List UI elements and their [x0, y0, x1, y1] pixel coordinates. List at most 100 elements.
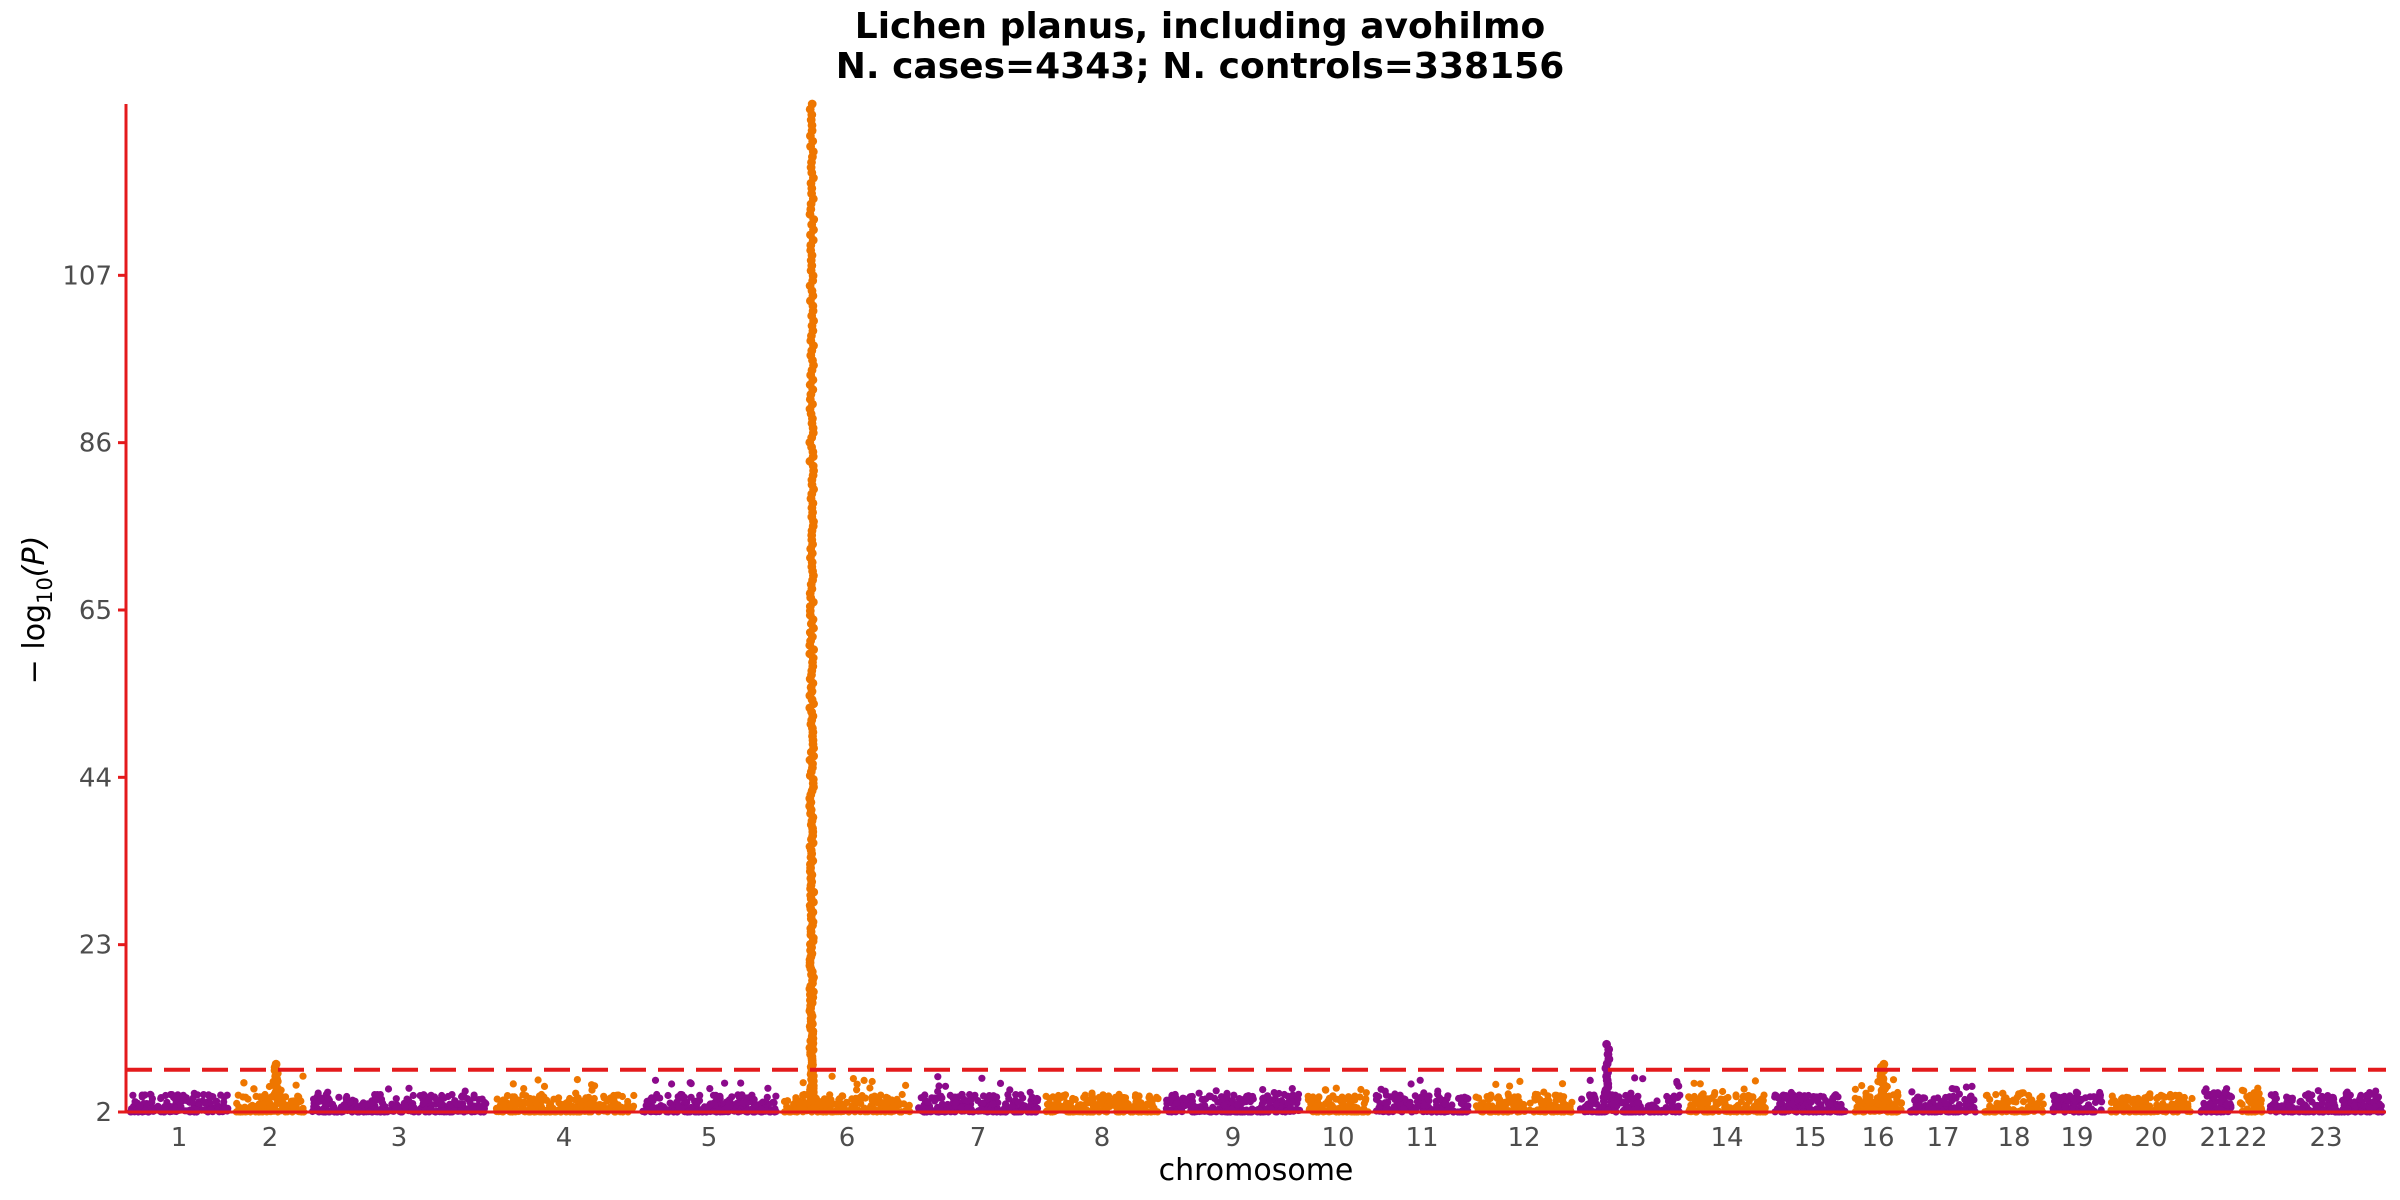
snp-point [2254, 1084, 2262, 1092]
snp-point [1999, 1089, 2007, 1097]
snp-point [1670, 1094, 1678, 1102]
x-tick-label: 1 [171, 1123, 188, 1153]
snp-point [588, 1086, 596, 1094]
snp-point [721, 1079, 729, 1087]
snp-point [1083, 1099, 1091, 1107]
snp-point [2308, 1098, 2316, 1106]
snp-point [1416, 1076, 1424, 1084]
snp-point [1516, 1077, 1524, 1085]
snp-point [1026, 1088, 1034, 1096]
snp-point [221, 1104, 229, 1112]
snp-point [856, 1093, 864, 1101]
snp-point [335, 1093, 343, 1101]
snp-point [1578, 1095, 1586, 1103]
snp-point [1097, 1095, 1105, 1103]
snp-point [1717, 1095, 1725, 1103]
snp-point [2257, 1100, 2265, 1108]
snp-point [1289, 1091, 1297, 1099]
snp-point [707, 1100, 716, 1108]
y-tick-label: 44 [79, 763, 112, 793]
snp-point [190, 1089, 198, 1097]
x-tick-label: 15 [1793, 1123, 1826, 1153]
snp-point [2025, 1091, 2033, 1100]
snp-point [1006, 1086, 1014, 1094]
snp-point [534, 1076, 542, 1084]
snp-point [1506, 1082, 1514, 1090]
snp-point [2159, 1092, 2167, 1100]
snp-point [1105, 1103, 1113, 1111]
snp-point [680, 1093, 689, 1101]
snp-point [155, 1103, 163, 1111]
snp-point [1464, 1102, 1472, 1110]
snp-point [1344, 1102, 1352, 1110]
snp-point [1150, 1104, 1158, 1112]
snp-point [201, 1099, 209, 1107]
snp-point [1173, 1099, 1181, 1107]
snp-point [519, 1091, 527, 1099]
snp-point [1897, 1099, 1905, 1108]
x-tick-label: 5 [701, 1123, 718, 1153]
chromosome-6-points [780, 99, 914, 1116]
snp-point [1635, 1099, 1643, 1107]
snp-point [1879, 1101, 1887, 1109]
snp-point [257, 1093, 265, 1102]
snp-point [1892, 1099, 1900, 1107]
snp-point [295, 1098, 303, 1106]
snp-point [898, 1090, 906, 1099]
snp-point [935, 1082, 943, 1090]
snp-point [1627, 1089, 1635, 1097]
snp-point [1362, 1089, 1370, 1097]
snp-point [469, 1104, 477, 1112]
snp-point [2096, 1088, 2104, 1097]
snp-point [934, 1073, 942, 1081]
x-tick-label: 19 [2060, 1123, 2093, 1153]
snp-point [860, 1076, 868, 1084]
snp-point [1484, 1093, 1492, 1101]
snp-point [2117, 1102, 2125, 1110]
snp-point [1102, 1093, 1110, 1101]
snp-point [1951, 1085, 1959, 1093]
snp-point [520, 1085, 528, 1093]
snp-point [2132, 1104, 2141, 1112]
snp-point [268, 1103, 276, 1111]
snp-point [2074, 1089, 2082, 1097]
snp-point [1797, 1095, 1805, 1103]
snp-point [1935, 1101, 1943, 1109]
snp-point [1788, 1100, 1796, 1108]
snp-point [871, 1092, 879, 1100]
snp-point [2267, 1091, 2275, 1099]
snp-point [1664, 1097, 1673, 1105]
chromosome-5-points [639, 1076, 780, 1116]
snp-point [1088, 1089, 1096, 1097]
snp-point [958, 1090, 966, 1099]
snp-point [289, 1097, 297, 1105]
snp-point [2188, 1094, 2196, 1103]
snp-point [1094, 1100, 1102, 1108]
x-tick-label: 14 [1710, 1123, 1743, 1153]
snp-point [146, 1090, 154, 1098]
snp-point [1273, 1100, 1281, 1108]
snp-point [1789, 1093, 1797, 1102]
x-tick-label: 8 [1094, 1123, 1111, 1153]
snp-point [2202, 1085, 2210, 1093]
snp-point [1746, 1092, 1754, 1100]
snp-point [1134, 1096, 1142, 1104]
snp-point [2173, 1092, 2181, 1100]
snp-point [2218, 1095, 2226, 1103]
snp-point [217, 1091, 225, 1099]
snp-point [2122, 1093, 2130, 1101]
snp-point [1706, 1095, 1714, 1103]
snp-point [510, 1093, 518, 1101]
snp-point [978, 1074, 986, 1082]
snp-point [882, 1103, 890, 1111]
snp-point [770, 1099, 778, 1107]
x-tick-label: 11 [1405, 1123, 1438, 1153]
snp-point [420, 1099, 428, 1107]
snp-point [1394, 1095, 1402, 1103]
snp-point [877, 1091, 885, 1099]
snp-point [168, 1091, 176, 1099]
snp-point [2130, 1095, 2138, 1103]
snp-point [618, 1104, 627, 1112]
snp-point [1233, 1101, 1242, 1109]
snp-point [2283, 1093, 2291, 1101]
